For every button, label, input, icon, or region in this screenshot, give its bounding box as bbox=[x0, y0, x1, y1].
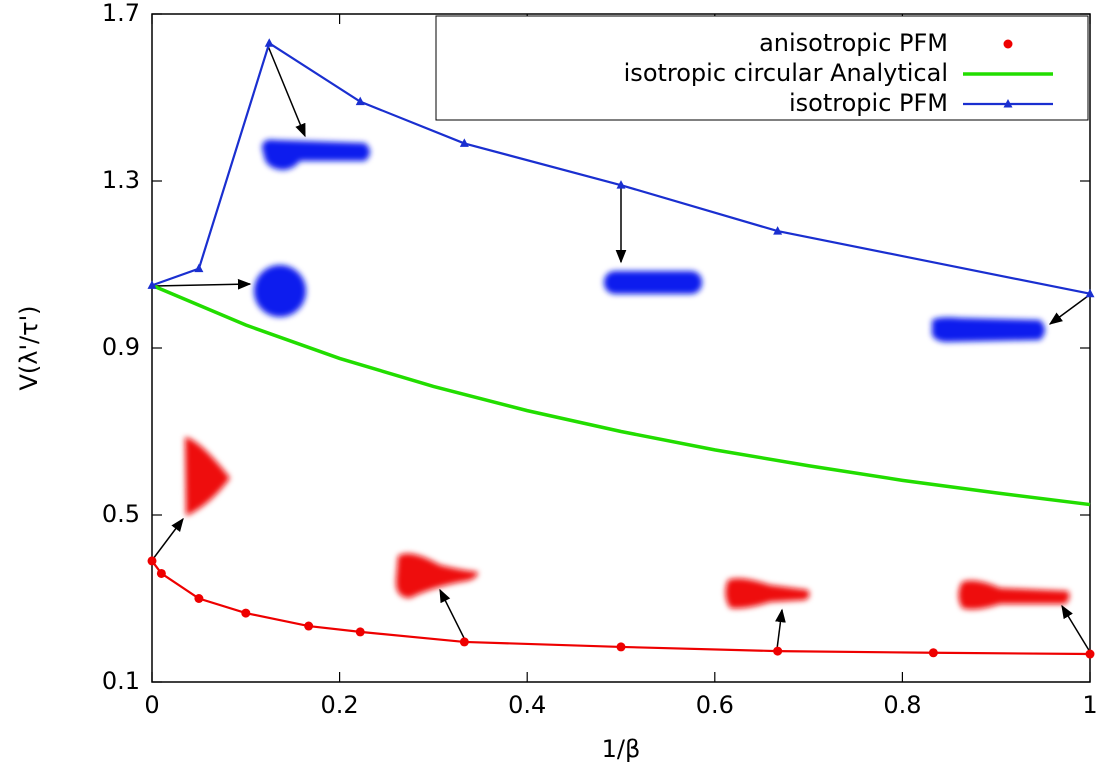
data-point bbox=[773, 226, 783, 235]
legend-label: anisotropic PFM bbox=[759, 29, 948, 57]
data-point bbox=[194, 594, 204, 603]
data-point bbox=[773, 646, 783, 656]
data-point bbox=[194, 263, 204, 273]
series-line bbox=[151, 283, 1091, 507]
y-tick-label: 0.9 bbox=[102, 333, 140, 361]
x-tick-label: 0.8 bbox=[883, 691, 921, 719]
series-line bbox=[151, 41, 1091, 295]
data-point bbox=[459, 138, 469, 147]
x-tick-label: 0.2 bbox=[321, 691, 359, 719]
data-point bbox=[241, 608, 251, 618]
data-point bbox=[147, 556, 157, 566]
data-point bbox=[147, 280, 157, 289]
data-point bbox=[355, 627, 365, 637]
data-point bbox=[928, 648, 938, 658]
data-point bbox=[616, 180, 626, 189]
x-tick-label: 0.4 bbox=[508, 691, 546, 719]
data-point bbox=[459, 637, 469, 647]
x-tick-label: 0.6 bbox=[696, 691, 734, 719]
y-tick-label: 0.5 bbox=[102, 500, 140, 528]
legend-marker bbox=[1003, 99, 1013, 108]
shape-illustrations bbox=[185, 139, 1070, 610]
y-tick-label: 1.3 bbox=[102, 166, 140, 194]
y-tick-label: 0.1 bbox=[102, 667, 140, 695]
data-point bbox=[264, 38, 274, 47]
x-axis-label: 1/β bbox=[602, 735, 641, 763]
legend-box bbox=[435, 15, 1089, 121]
legend-marker bbox=[1003, 39, 1013, 49]
x-tick-label: 0 bbox=[144, 691, 159, 719]
data-point bbox=[616, 642, 626, 652]
y-tick-label: 1.7 bbox=[102, 0, 140, 27]
data-point bbox=[1085, 288, 1095, 298]
data-point bbox=[355, 96, 365, 106]
data-point bbox=[304, 621, 314, 631]
y-axis-label: V(λ'/τ') bbox=[15, 305, 43, 390]
x-tick-label: 1 bbox=[1082, 691, 1097, 719]
legend-label: isotropic PFM bbox=[789, 89, 948, 117]
annotation-arrows bbox=[152, 45, 1091, 653]
series-line bbox=[151, 560, 1091, 656]
legend-label: isotropic circular Analytical bbox=[624, 59, 948, 87]
data-point bbox=[1085, 649, 1095, 659]
data-point bbox=[156, 568, 166, 578]
